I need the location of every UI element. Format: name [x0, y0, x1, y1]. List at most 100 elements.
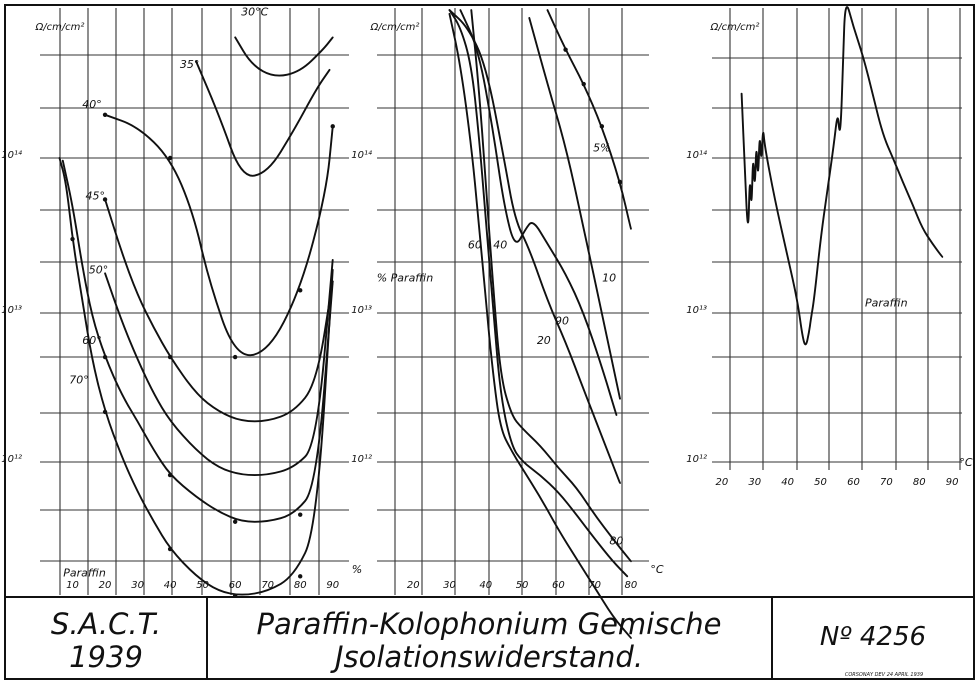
x-tick-label: 70 — [880, 477, 893, 488]
x-tick-label: 90 — [946, 477, 959, 488]
series-line-10 — [528, 17, 621, 400]
x-tick-label: 80 — [913, 477, 926, 488]
x-unit-label: °C — [650, 563, 664, 576]
data-point — [232, 354, 238, 360]
x-tick-label: 50 — [814, 477, 827, 488]
data-point — [581, 81, 586, 87]
x-tick-label: 20 — [407, 580, 420, 591]
series-line-30C — [234, 36, 334, 77]
org-label: S.A.C.T. — [51, 607, 161, 641]
series-line-40 — [104, 113, 334, 357]
title-block: S.A.C.T. 1939 Paraffin-Kolophonium Gemis… — [4, 4, 975, 680]
bottom-label: Paraffin — [63, 566, 106, 579]
y-tick-label: 10¹³ — [1, 305, 22, 316]
x-tick-label: 30 — [748, 477, 761, 488]
y-tick-label: 10¹² — [686, 454, 707, 465]
data-point — [617, 179, 623, 185]
series-label: 60 — [468, 239, 482, 252]
charts-layer: 10¹² 10¹³ 10¹⁴ Ω/cm/cm² 10 20 30 40 50 60 70 80 90% P… — [1, 6, 973, 639]
x-tick-label: 70 — [588, 580, 601, 591]
data-point — [70, 236, 75, 242]
series-label: 40° — [82, 98, 102, 111]
chart-panel-3: 10¹² 10¹³ 10¹⁴ Ω/cm/cm² 20 30 40 50 60 70 80 90°C Pa… — [686, 6, 973, 488]
chart-panel-1: 10¹² 10¹³ 10¹⁴ Ω/cm/cm² 10 20 30 40 50 60 70 80 90% P… — [1, 6, 362, 598]
title-line-1: Paraffin-Kolophonium Gemische — [256, 607, 721, 641]
series-label: 5% — [593, 142, 610, 155]
y-tick-label: 10¹³ — [351, 305, 372, 316]
y-tick-label: 10¹³ — [686, 305, 707, 316]
series-line-35 — [195, 60, 331, 177]
drawing-number: Nº 4256 — [820, 622, 926, 652]
sheet-border — [4, 4, 975, 680]
data-point — [167, 546, 173, 552]
chart-panel-2: 10¹² 10¹³ 10¹⁴ Ω/cm/cm² 20 30 40 50 60 70 80 °C % Pa… — [351, 8, 664, 639]
series-label: 90 — [555, 315, 569, 328]
data-point — [599, 124, 605, 129]
gridlines — [377, 8, 649, 595]
x-tick-label: 20 — [99, 580, 112, 591]
annotation-label: Paraffin — [865, 297, 908, 310]
data-point — [298, 574, 303, 579]
series-line-40 — [448, 9, 629, 578]
gridlines — [40, 8, 349, 595]
x-tick-label: 40 — [781, 477, 794, 488]
series-line-5 — [546, 9, 632, 230]
data-point — [167, 354, 173, 360]
series-label: 70° — [69, 374, 89, 387]
data-point — [298, 512, 303, 517]
series-label: 30°C — [241, 6, 268, 19]
x-unit-label: % — [352, 563, 362, 576]
gridlines — [712, 8, 962, 470]
credit-line: CORSONAY DEV 24 APRIL 1939 — [845, 672, 923, 678]
x-tick-label: 70 — [261, 580, 274, 591]
x-tick-label: 60 — [552, 580, 565, 591]
data-point — [102, 197, 108, 202]
data-point — [102, 409, 108, 415]
year-label: 1939 — [69, 640, 143, 674]
series-line-70 — [58, 157, 334, 596]
data-point — [563, 47, 568, 52]
x-tick-label: 10 — [66, 580, 79, 591]
x-tick-label: 50 — [516, 580, 529, 591]
y-unit-label: Ω/cm/cm² — [35, 22, 85, 33]
x-tick-label: 80 — [294, 580, 307, 591]
series-label: 35° — [180, 58, 200, 71]
y-unit-label: Ω/cm/cm² — [370, 22, 420, 33]
y-tick-label: 10¹² — [1, 454, 22, 465]
data-point — [167, 155, 173, 161]
x-unit-label: °C — [959, 456, 973, 469]
data-point — [232, 519, 238, 524]
series-line-50 — [104, 258, 334, 477]
data-point — [330, 124, 335, 129]
x-tick-label: 40 — [164, 580, 177, 591]
data-point — [298, 288, 303, 293]
series-label: 45° — [86, 189, 106, 202]
x-tick-label: 20 — [716, 477, 729, 488]
x-tick-label: 90 — [326, 580, 339, 591]
y-tick-label: 10¹⁴ — [351, 149, 372, 161]
x-tick-label: 80 — [624, 580, 637, 591]
legend-title: % Paraffin — [377, 271, 434, 284]
series-line-1 — [740, 6, 944, 346]
series-line-60 — [61, 159, 334, 523]
x-tick-label: 30 — [131, 580, 144, 591]
series-line-90 — [459, 9, 618, 416]
y-tick-label: 10¹⁴ — [1, 149, 22, 161]
series-line-45 — [104, 198, 334, 423]
series-label: 10 — [602, 271, 616, 284]
data-point — [102, 354, 108, 360]
x-tick-label: 40 — [479, 580, 492, 591]
series-label: 40 — [493, 239, 507, 252]
series-line-60 — [448, 12, 632, 639]
series-label: 20 — [537, 334, 551, 347]
series-label: 50° — [89, 263, 109, 276]
y-unit-label: Ω/cm/cm² — [710, 22, 760, 33]
data-point — [167, 472, 173, 478]
y-tick-label: 10¹² — [351, 454, 372, 465]
x-tick-label: 30 — [443, 580, 456, 591]
series-label: 60° — [82, 334, 102, 347]
title-line-2: Jsolationswiderstand. — [330, 640, 643, 674]
series-line-80 — [470, 9, 632, 563]
x-tick-label: 60 — [847, 477, 860, 488]
